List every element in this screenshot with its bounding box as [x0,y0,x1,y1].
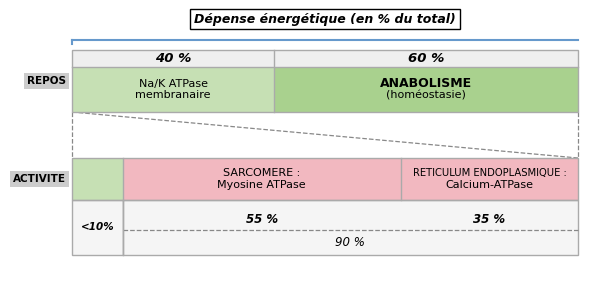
Text: Calcium-ATPase: Calcium-ATPase [445,180,533,190]
Text: ANABOLISME: ANABOLISME [380,77,472,90]
Bar [72,158,122,200]
Bar [72,50,578,112]
Text: 60 %: 60 % [408,52,445,65]
Text: 90 %: 90 % [335,236,365,249]
Text: Myosine ATPase: Myosine ATPase [217,180,306,190]
Bar [72,158,578,200]
Text: 40 %: 40 % [155,52,191,65]
Text: REPOS: REPOS [27,76,66,86]
Text: <10%: <10% [80,223,114,233]
Bar [401,158,578,200]
Text: 35 %: 35 % [473,213,506,226]
Text: RETICULUM ENDOPLASMIQUE :: RETICULUM ENDOPLASMIQUE : [413,168,566,178]
Bar [72,67,274,112]
Text: ACTIVITE: ACTIVITE [13,174,66,184]
Text: membranaire: membranaire [136,91,211,100]
Bar [72,50,578,67]
Text: Dépense énergétique (en % du total): Dépense énergétique (en % du total) [194,13,456,26]
Bar [72,200,122,255]
Text: Na/K ATPase: Na/K ATPase [139,79,208,88]
Bar [122,200,578,255]
Text: 55 %: 55 % [245,213,278,226]
Text: SARCOMERE :: SARCOMERE : [223,168,301,178]
Bar [274,67,578,112]
Bar [122,158,401,200]
Text: (homéostasie): (homéostasie) [386,91,466,100]
